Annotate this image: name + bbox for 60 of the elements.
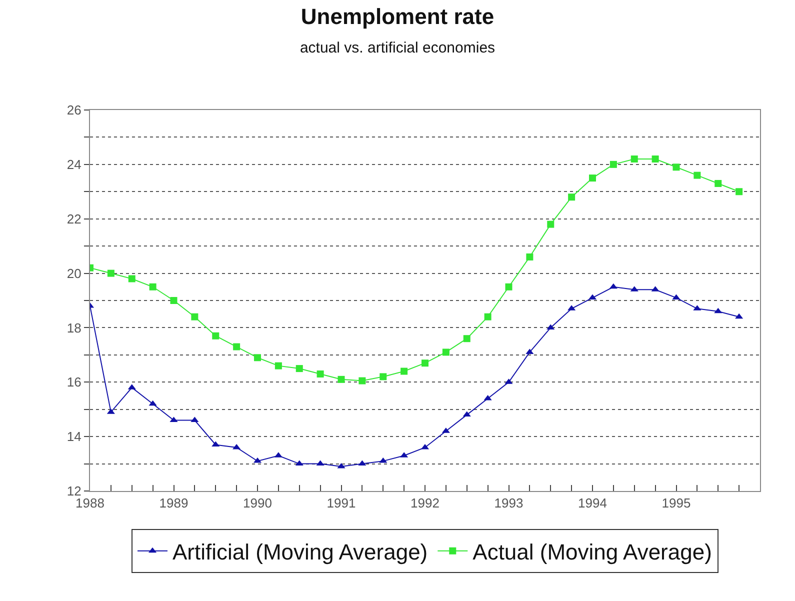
point bbox=[107, 270, 114, 277]
point bbox=[526, 253, 534, 260]
y-tick-label: 20 bbox=[66, 266, 82, 281]
point bbox=[505, 283, 512, 290]
point bbox=[442, 348, 450, 356]
point bbox=[714, 308, 722, 314]
y-tick-label: 14 bbox=[66, 429, 82, 444]
point bbox=[672, 164, 680, 171]
point bbox=[610, 160, 617, 168]
point bbox=[274, 362, 282, 370]
chart-subtitle: actual vs. artificial economies bbox=[300, 40, 496, 57]
point bbox=[295, 460, 304, 466]
point bbox=[128, 275, 136, 282]
legend-label: Actual (Moving Average) bbox=[472, 539, 712, 564]
x-tick-label: 1994 bbox=[578, 496, 607, 511]
legend-label: Artificial (Moving Average) bbox=[172, 539, 428, 564]
point bbox=[316, 370, 324, 378]
point bbox=[484, 313, 492, 320]
point bbox=[338, 376, 345, 383]
point bbox=[400, 368, 408, 375]
point bbox=[148, 400, 157, 406]
point bbox=[358, 377, 366, 384]
x-tick-label: 1995 bbox=[662, 496, 691, 511]
x-tick-label: 1992 bbox=[410, 496, 440, 511]
point bbox=[609, 283, 618, 289]
x-tick-label: 1990 bbox=[243, 496, 272, 511]
point bbox=[254, 354, 261, 362]
x-tick-label: 1993 bbox=[494, 496, 524, 511]
point bbox=[568, 194, 576, 201]
y-tick-label: 24 bbox=[66, 156, 82, 172]
point bbox=[296, 365, 303, 372]
point bbox=[358, 460, 366, 466]
point bbox=[149, 283, 156, 290]
point bbox=[232, 444, 241, 450]
point bbox=[170, 297, 178, 304]
point bbox=[316, 460, 324, 466]
point bbox=[589, 174, 596, 182]
point bbox=[694, 172, 701, 179]
point bbox=[652, 155, 659, 162]
point bbox=[463, 335, 470, 342]
point bbox=[735, 313, 744, 319]
y-tick-label: 22 bbox=[66, 211, 82, 226]
point bbox=[630, 155, 638, 162]
point bbox=[672, 294, 680, 300]
point bbox=[422, 360, 428, 367]
y-tick-label: 26 bbox=[66, 102, 82, 118]
point bbox=[547, 220, 554, 228]
point bbox=[191, 313, 198, 320]
chart-title: Unemploment rate bbox=[300, 4, 494, 30]
y-tick-label: 18 bbox=[66, 320, 82, 336]
point bbox=[714, 180, 722, 187]
point bbox=[462, 411, 471, 417]
point bbox=[484, 394, 492, 400]
point bbox=[233, 343, 240, 350]
point bbox=[380, 373, 387, 380]
point bbox=[212, 332, 220, 340]
point bbox=[736, 188, 743, 196]
x-tick-label: 1989 bbox=[159, 496, 188, 511]
x-tick-label: 1991 bbox=[326, 496, 356, 511]
y-tick-label: 16 bbox=[66, 374, 82, 390]
